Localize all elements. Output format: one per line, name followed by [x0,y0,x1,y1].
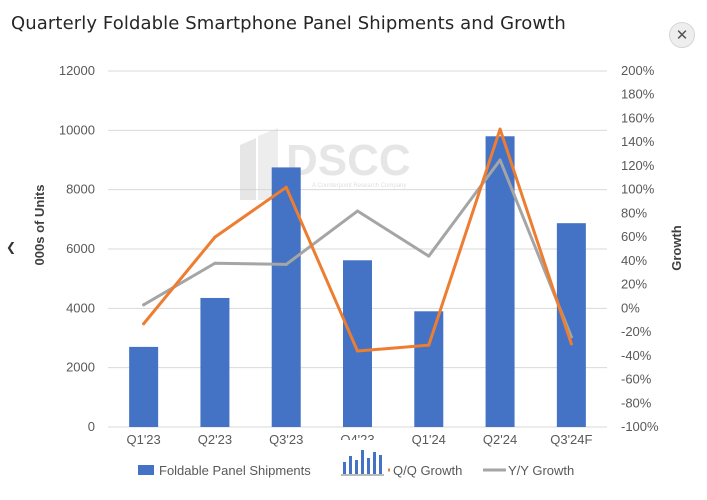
left-tick-label-4: 8000 [66,182,95,197]
right-tick-label-4: -20% [621,324,652,339]
x-tick-label-0: Q1'23 [126,432,160,447]
bar-1 [200,297,230,427]
point-qq-4 [427,343,431,347]
close-icon: ✕ [675,25,689,44]
left-tick-label-1: 2000 [66,360,95,375]
x-tick-label-6: Q3'24F [550,432,592,447]
left-tick-label-3: 6000 [66,241,95,256]
x-tick-label-2: Q3'23 [269,432,303,447]
x-tick-label-5: Q2'24 [483,432,517,447]
line-series [142,127,573,353]
previous-button[interactable]: ❮ [0,236,22,258]
bar-6 [556,223,586,427]
right-tick-label-15: 200% [621,63,655,78]
left-tick-label-0: 0 [88,419,95,434]
left-axis-ticks: 0 2000 4000 6000 8000 10000 12000 [59,63,95,434]
right-tick-label-11: 120% [621,158,655,173]
watermark-subtext: A Counterpoint Research Company [312,183,406,189]
legend-label-shipments: Foldable Panel Shipments [159,463,311,478]
point-qq-2 [284,185,288,189]
right-tick-label-13: 160% [621,110,655,125]
legend-swatch-bar [138,465,154,475]
right-tick-label-3: -40% [621,348,652,363]
right-tick-label-14: 180% [621,87,655,102]
bar-3 [343,260,372,427]
bar-0 [129,346,159,427]
right-tick-label-5: 0% [621,300,640,315]
point-qq-3 [356,349,359,353]
point-yy-2 [284,262,288,266]
right-tick-label-6: 20% [621,277,647,292]
bar-2 [271,167,301,427]
right-tick-label-2: -60% [621,372,652,387]
bar-4 [414,311,444,427]
close-button[interactable]: ✕ [669,22,695,48]
point-qq-6 [569,342,573,346]
left-axis-title: 000s of Units [32,185,47,266]
right-axis-ticks: -100% -80% -60% -40% -20% 0% 20% 40% 60% 80% 100% 1… [621,63,659,434]
point-yy-0 [142,303,146,307]
right-tick-label-12: 140% [621,134,655,149]
point-yy-4 [427,254,431,258]
watermark-text: DSCC [286,136,411,185]
bar-5 [485,136,515,427]
legend: Foldable Panel Shipments Q/Q Growth Y/Y … [138,463,574,478]
right-tick-label-10: 100% [621,182,655,197]
point-yy-1 [213,261,217,265]
chevron-left-icon: ❮ [5,240,17,254]
point-qq-1 [213,235,217,239]
right-tick-label-7: 40% [621,253,647,268]
left-tick-label-2: 4000 [66,300,95,315]
left-tick-label-6: 12000 [59,63,95,78]
legend-label-qq: Q/Q Growth [393,463,462,478]
watermark-logo-left [240,138,256,200]
right-tick-label-8: 60% [621,229,647,244]
point-yy-3 [356,209,359,213]
x-tick-label-4: Q1'24 [412,432,446,447]
x-tick-label-1: Q2'23 [198,432,232,447]
point-qq-0 [142,322,146,326]
left-tick-label-5: 10000 [59,122,95,137]
legend-label-yy: Y/Y Growth [508,463,574,478]
right-axis-title: Growth [669,225,684,271]
right-tick-label-0: -100% [621,419,659,434]
chart-title: Quarterly Foldable Smartphone Panel Ship… [11,13,566,34]
right-tick-label-1: -80% [621,395,652,410]
point-qq-5 [498,127,502,131]
point-yy-5 [498,158,502,162]
right-tick-label-9: 80% [621,205,647,220]
chart-preview-icon [338,440,388,476]
